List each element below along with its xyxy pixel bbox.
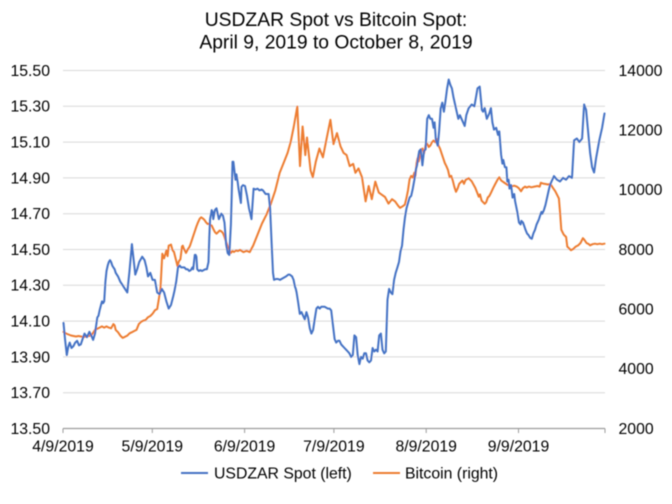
svg-text:5/9/2019: 5/9/2019	[122, 439, 184, 456]
svg-text:7/9/2019: 7/9/2019	[303, 439, 365, 456]
svg-text:14.90: 14.90	[10, 170, 50, 187]
svg-text:8000: 8000	[619, 242, 654, 259]
svg-text:15.10: 15.10	[10, 135, 50, 152]
svg-text:6000: 6000	[619, 302, 654, 319]
svg-text:15.30: 15.30	[10, 99, 50, 116]
svg-text:14.30: 14.30	[10, 278, 50, 295]
svg-text:4000: 4000	[619, 361, 654, 378]
svg-text:9/9/2019: 9/9/2019	[488, 439, 550, 456]
svg-text:USDZAR Spot (left): USDZAR Spot (left)	[214, 466, 352, 483]
svg-text:14.10: 14.10	[10, 314, 50, 331]
svg-text:10000: 10000	[619, 182, 663, 199]
svg-text:14.50: 14.50	[10, 242, 50, 259]
svg-text:13.70: 13.70	[10, 385, 50, 402]
svg-text:April 9, 2019 to October 8, 20: April 9, 2019 to October 8, 2019	[199, 33, 472, 54]
svg-text:14000: 14000	[619, 63, 663, 80]
svg-text:8/9/2019: 8/9/2019	[395, 439, 457, 456]
svg-text:6/9/2019: 6/9/2019	[214, 439, 276, 456]
svg-text:12000: 12000	[619, 123, 663, 140]
svg-text:13.50: 13.50	[10, 421, 50, 438]
svg-text:13.90: 13.90	[10, 349, 50, 366]
svg-text:Bitcoin (right): Bitcoin (right)	[405, 466, 498, 483]
svg-text:USDZAR Spot vs Bitcoin Spot:: USDZAR Spot vs Bitcoin Spot:	[205, 10, 468, 31]
svg-text:2000: 2000	[619, 421, 654, 438]
svg-text:15.50: 15.50	[10, 63, 50, 80]
svg-text:4/9/2019: 4/9/2019	[32, 439, 94, 456]
svg-text:14.70: 14.70	[10, 206, 50, 223]
